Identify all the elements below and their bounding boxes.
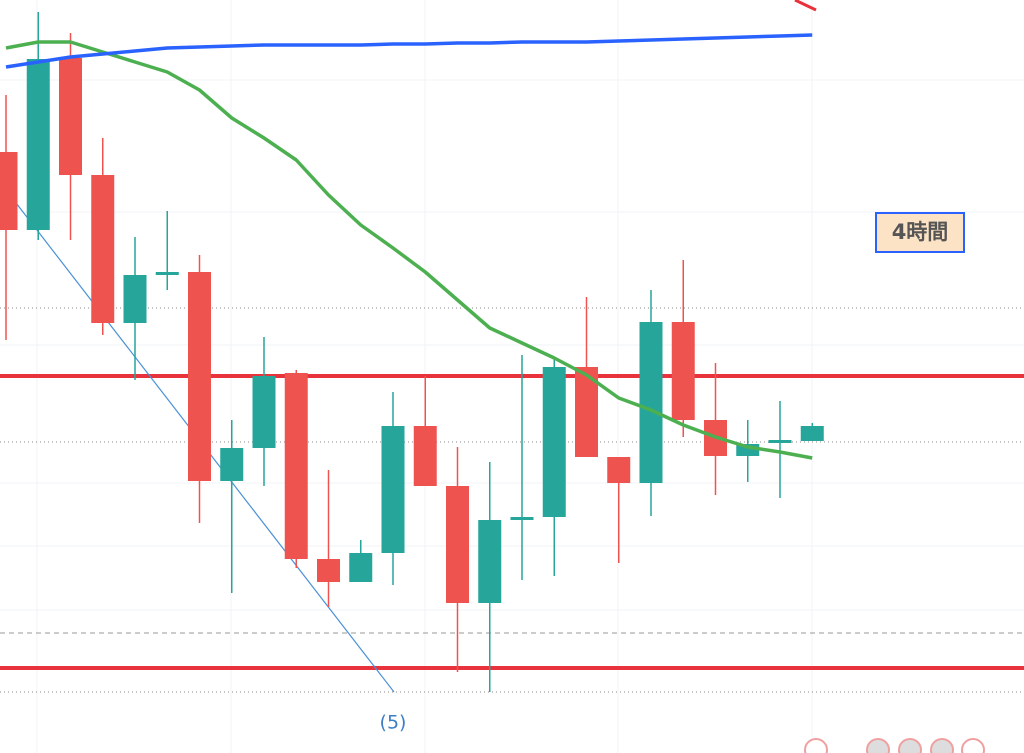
candle-body [59,58,82,175]
event-icons [804,738,985,753]
candle-body [220,448,244,481]
candle-body [671,322,695,420]
candle-body [800,426,824,441]
label-box [875,212,965,253]
candle-body [413,426,437,486]
candle-body [510,517,534,520]
candle-body [607,457,631,483]
candle-body [639,322,663,483]
candle-body [188,272,211,481]
candle-body [575,367,598,457]
candle-body [155,272,179,275]
candle-body [26,59,50,230]
candle-body [252,376,276,448]
wave-label: (5) [380,712,407,734]
partial-line [794,0,817,12]
candle-body [0,152,18,230]
candle-body [349,553,373,582]
timeframe-label: 4時間 [892,220,949,244]
candle-body [768,440,792,443]
moving-average [5,33,813,69]
candle-body [284,373,308,559]
candle-body [478,520,502,603]
moving-average [5,40,813,460]
candle-body [381,426,405,553]
candle-body [123,275,147,323]
candle-body [542,367,566,517]
candle-body [317,559,340,582]
candle-body [446,486,469,603]
candle-body [91,175,115,323]
